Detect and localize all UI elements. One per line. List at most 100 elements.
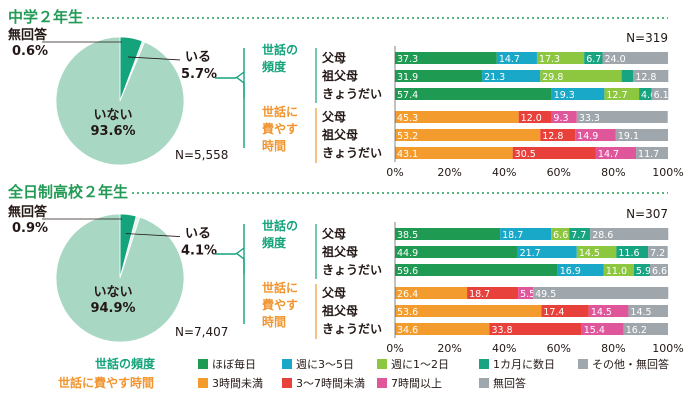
bar-segment [590,228,669,240]
bar-value-label: 28.6 [592,230,613,241]
bar-value-label: 49.5 [535,289,556,300]
section-label: 世話に [262,280,298,295]
row-label: 祖父母 [321,244,358,259]
bar-value-label: 38.5 [397,230,418,241]
row-label: 父母 [321,110,346,124]
bar-segment [395,287,468,299]
legend-title: 世話の頻度 [95,356,156,371]
pie-label: 無回答 [8,204,48,220]
x-tick-label: 100% [652,166,683,179]
x-tick-label: 80% [601,166,625,179]
legend-label: その他・無回答 [592,357,669,371]
leader-line [127,56,181,61]
pie-value: 93.6% [90,124,135,139]
section-label: 時間 [262,138,286,153]
bar-segment [395,147,513,159]
legend-swatch [377,378,387,388]
legend-label: 7時間以上 [391,377,442,390]
bar-value-label: 12.8 [635,72,656,83]
bar-segment [595,147,637,159]
bar-segment [603,264,634,276]
sample-size-label: N=307 [626,207,668,221]
row-label: 父母 [321,227,346,241]
pie-value: 0.6% [12,44,48,59]
bar-segment [395,228,501,240]
bar-value-label: 18.7 [502,230,523,241]
section-label: 世話に [262,104,298,119]
legend-swatch [198,378,208,388]
bar-segment [616,246,649,258]
bar-segment [639,88,652,100]
bar-value-label: 14.7 [598,149,619,160]
bar-value-label: 5.9 [636,266,651,277]
row-label: 祖父母 [321,127,358,142]
bar-segment [648,246,668,258]
bar-segment [467,287,519,299]
bracket-line [235,252,245,324]
bar-segment [576,246,617,258]
row-label: 父母 [321,51,346,65]
x-tick-label: 0% [386,342,403,355]
bar-segment [651,88,669,100]
bar-segment [395,88,552,100]
legend-label: ほぼ毎日 [212,358,256,371]
bar-value-label: 14.5 [579,248,600,259]
x-tick-label: 80% [601,342,625,355]
bar-value-label: 16.2 [626,325,647,336]
pie-label: いない [93,108,132,123]
bar-segment [584,52,603,64]
bar-segment [536,52,585,64]
bar-value-label: 29.8 [542,72,563,83]
bar-value-label: 11.0 [606,266,627,277]
bar-segment [395,323,490,335]
x-tick-label: 60% [547,342,571,355]
bar-segment [395,129,541,141]
bar-segment [395,246,518,258]
pie-label: いる [185,227,211,242]
row-label: 祖父母 [321,68,358,83]
bar-value-label: 7.7 [571,230,586,241]
legend-swatch [479,378,489,388]
bar-value-label: 12.0 [521,113,542,124]
section-label: 頻度 [262,235,287,250]
bar-segment [551,228,570,240]
section-label: 費やす [262,121,298,136]
legend-label: 1カ月に数日 [493,358,555,371]
bar-segment [518,111,552,123]
bar-value-label: 59.6 [397,266,418,277]
bar-segment [623,323,668,335]
bar-value-label: 12.8 [542,131,563,142]
bar-segment [395,52,497,64]
row-label: きょうだい [322,146,382,160]
x-tick-label: 20% [437,342,461,355]
bar-segment [576,111,668,123]
bar-value-label: 43.1 [397,149,418,160]
bar-segment [395,264,558,276]
bar-segment [569,228,591,240]
bracket-line [235,224,245,274]
bar-value-label: 24.0 [604,54,625,65]
row-label: きょうだい [322,322,382,336]
legend-label: 週に3〜5日 [296,358,354,371]
x-tick-label: 100% [652,342,683,355]
pie-slice [55,213,185,343]
bar-value-label: 9.3 [553,113,568,124]
bar-value-label: 14.5 [591,307,612,318]
bar-segment [602,52,668,64]
bar-segment [518,287,534,299]
legend-swatch [479,359,489,369]
bar-value-label: 11.7 [638,149,659,160]
bar-value-label: 18.7 [469,289,490,300]
bar-value-label: 31.9 [397,72,418,83]
x-tick-label: 0% [386,166,403,179]
bar-value-label: 11.6 [618,248,639,259]
section-label: 世話の [262,42,298,57]
bar-value-label: 53.6 [397,307,418,318]
pie-slice [55,36,185,166]
pie-label: いない [93,285,132,300]
